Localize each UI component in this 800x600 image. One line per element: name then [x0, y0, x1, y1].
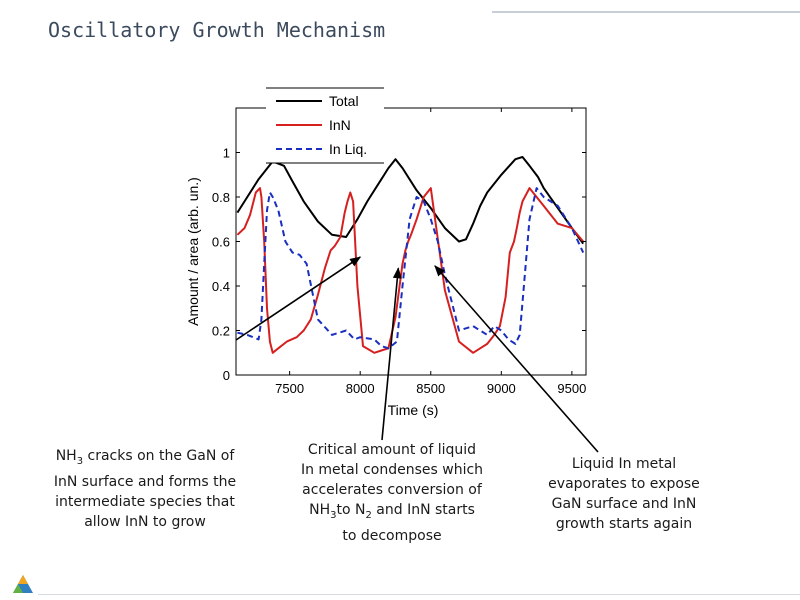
series-line-total — [236, 156, 585, 245]
y-tick-label: 0 — [223, 368, 230, 383]
legend: Total InN In Liq. — [266, 87, 384, 164]
footer-rule — [38, 594, 800, 595]
series-line-in-liq — [237, 187, 585, 350]
y-axis-label: Amount / area (arb. un.) — [185, 177, 201, 326]
x-tick-label: 9000 — [487, 381, 516, 396]
legend-label-inn: InN — [329, 117, 351, 133]
tick-group: 7500 8000 8500 9000 9500 0 0.2 0.4 0.6 0.8 1 — [212, 108, 586, 396]
annotation-arrow — [381, 267, 402, 441]
x-tick-label: 8500 — [416, 381, 445, 396]
legend-label-total: Total — [329, 93, 359, 109]
annotation-arrow — [434, 265, 599, 453]
institution-logo-icon — [13, 575, 33, 593]
y-tick-label: 0.2 — [212, 324, 230, 339]
x-tick-label: 9500 — [557, 381, 586, 396]
x-tick-label: 8000 — [346, 381, 375, 396]
annotation-arrows — [235, 256, 599, 453]
y-tick-label: 0.6 — [212, 235, 230, 250]
y-tick-label: 1 — [223, 146, 230, 161]
callout-liquid-evaporates: Liquid In metal evaporates to expose GaN… — [548, 456, 700, 532]
series-line-inn — [236, 187, 584, 354]
header-rule — [492, 11, 800, 13]
legend-label-in-liq: In Liq. — [329, 141, 367, 157]
x-tick-label: 7500 — [275, 381, 304, 396]
slide-title: Oscillatory Growth Mechanism — [48, 18, 386, 42]
callout-liquid-condenses: Critical amount of liquid In metal conde… — [300, 442, 484, 544]
annotation-arrow — [235, 256, 362, 341]
x-axis-label: Time (s) — [388, 402, 439, 418]
series-group — [236, 156, 585, 354]
y-tick-label: 0.4 — [212, 279, 230, 294]
y-tick-label: 0.8 — [212, 190, 230, 205]
callout-nh3-cracks: NH3 cracks on the GaN of InN surface and… — [53, 448, 237, 530]
